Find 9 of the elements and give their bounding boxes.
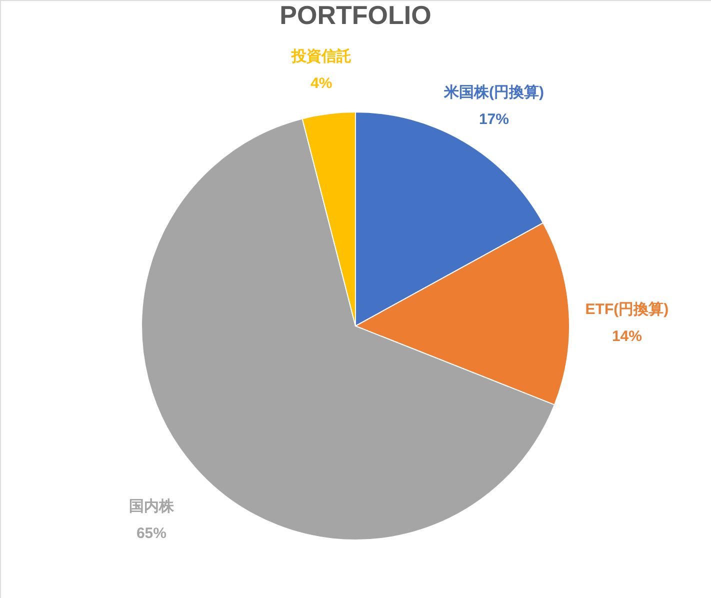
slice-label: 米国株(円換算): [442, 84, 544, 101]
data-label: 17%: [478, 110, 509, 128]
slice-label: 投資信託: [290, 48, 352, 66]
data-label: 4%: [310, 75, 332, 92]
data-label: 14%: [612, 328, 642, 345]
data-label: 65%: [136, 524, 166, 542]
chart-title: PORTFOLIO: [280, 0, 432, 30]
slice-label: ETF(円換算): [585, 300, 669, 318]
slice-label: 国内株: [128, 498, 175, 515]
